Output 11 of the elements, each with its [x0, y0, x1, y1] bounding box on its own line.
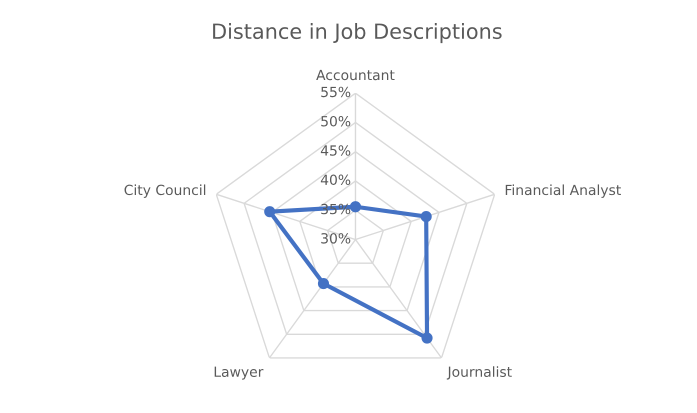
spoke-label: Accountant — [316, 70, 395, 80]
y-tick-label: 30% — [321, 233, 350, 244]
spoke-label: Financial Analyst — [506, 184, 621, 198]
spoke-label: Lawyer — [214, 366, 264, 380]
spoke-label: Journalist — [446, 366, 512, 380]
spoke-label: City Council — [124, 184, 206, 198]
y-tick-label: 40% — [320, 174, 350, 186]
y-tick-label: 50% — [321, 116, 350, 126]
chart-title: Distance in Job Descriptions — [213, 22, 502, 44]
y-tick-label: 55% — [321, 86, 350, 98]
y-tick-label: 45% — [320, 145, 350, 156]
